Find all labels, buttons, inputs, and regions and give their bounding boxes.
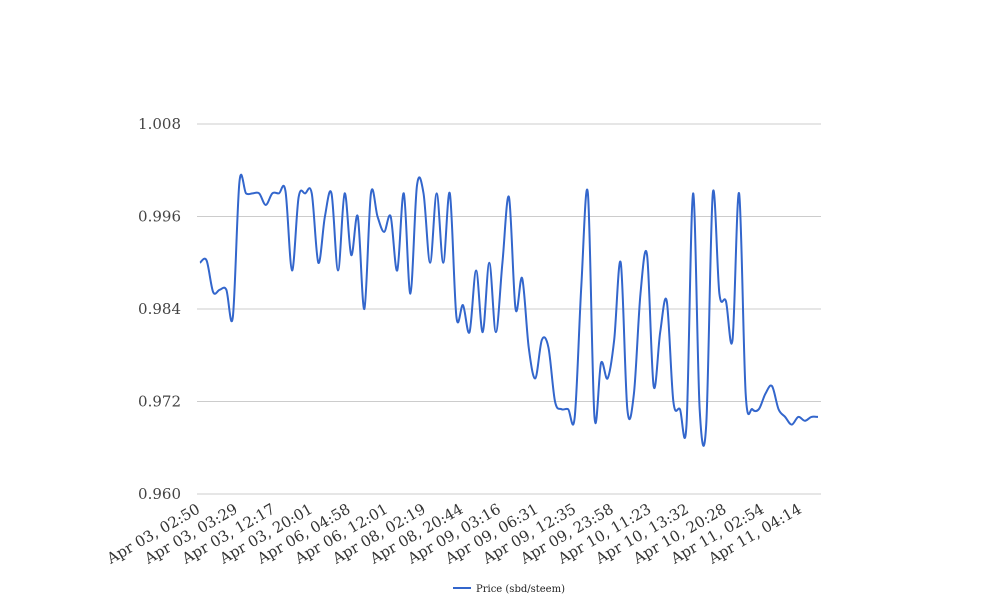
y-tick-label-2: 0.984 xyxy=(138,300,181,318)
series-line-0 xyxy=(199,173,819,447)
y-tick-label-1: 0.972 xyxy=(138,393,181,411)
legend: Price (sbd/steem) xyxy=(453,584,565,595)
y-tick-label-4: 1.008 xyxy=(138,115,181,133)
gridlines xyxy=(197,123,821,495)
legend-label-price: Price (sbd/steem) xyxy=(476,584,565,595)
y-axis-tick-labels: 0.960 0.972 0.984 0.996 1.008 xyxy=(138,115,181,503)
y-tick-label-0: 0.960 xyxy=(138,485,181,503)
y-tick-label-3: 0.996 xyxy=(138,208,181,226)
series-lines xyxy=(199,173,819,447)
